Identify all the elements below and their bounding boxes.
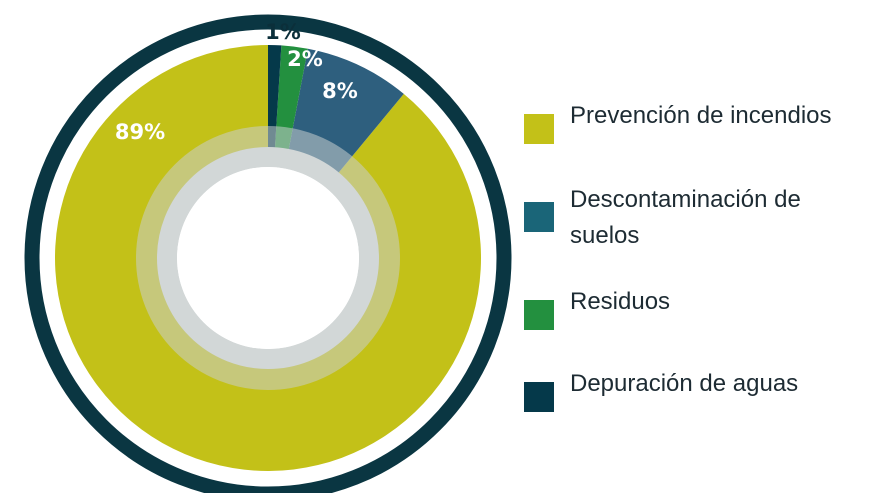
chart: 89% 8% 2% 1% <box>24 14 512 493</box>
labels: 89% 8% 2% 1% <box>115 20 358 144</box>
slice <box>268 45 282 149</box>
legend-label: Depuración de aguas <box>570 370 799 397</box>
legend-label: Descontaminación de suelos <box>570 186 801 249</box>
legend-swatch <box>524 202 554 232</box>
slice <box>54 45 481 472</box>
value-label: 8% <box>322 79 358 103</box>
inner-ring-light <box>157 147 379 369</box>
legend-swatch <box>524 300 554 330</box>
value-label: 1% <box>265 20 301 44</box>
legend-label: Residuos <box>570 288 671 315</box>
legend-swatch <box>524 114 554 144</box>
inner-ring <box>136 126 400 390</box>
slice <box>274 45 308 150</box>
legend-swatch <box>524 382 554 412</box>
value-label: 2% <box>287 47 323 71</box>
center <box>177 167 359 349</box>
value-label: 89% <box>115 120 165 144</box>
legend-label: Prevención de incendios <box>570 102 832 129</box>
outer-ring <box>24 14 512 493</box>
